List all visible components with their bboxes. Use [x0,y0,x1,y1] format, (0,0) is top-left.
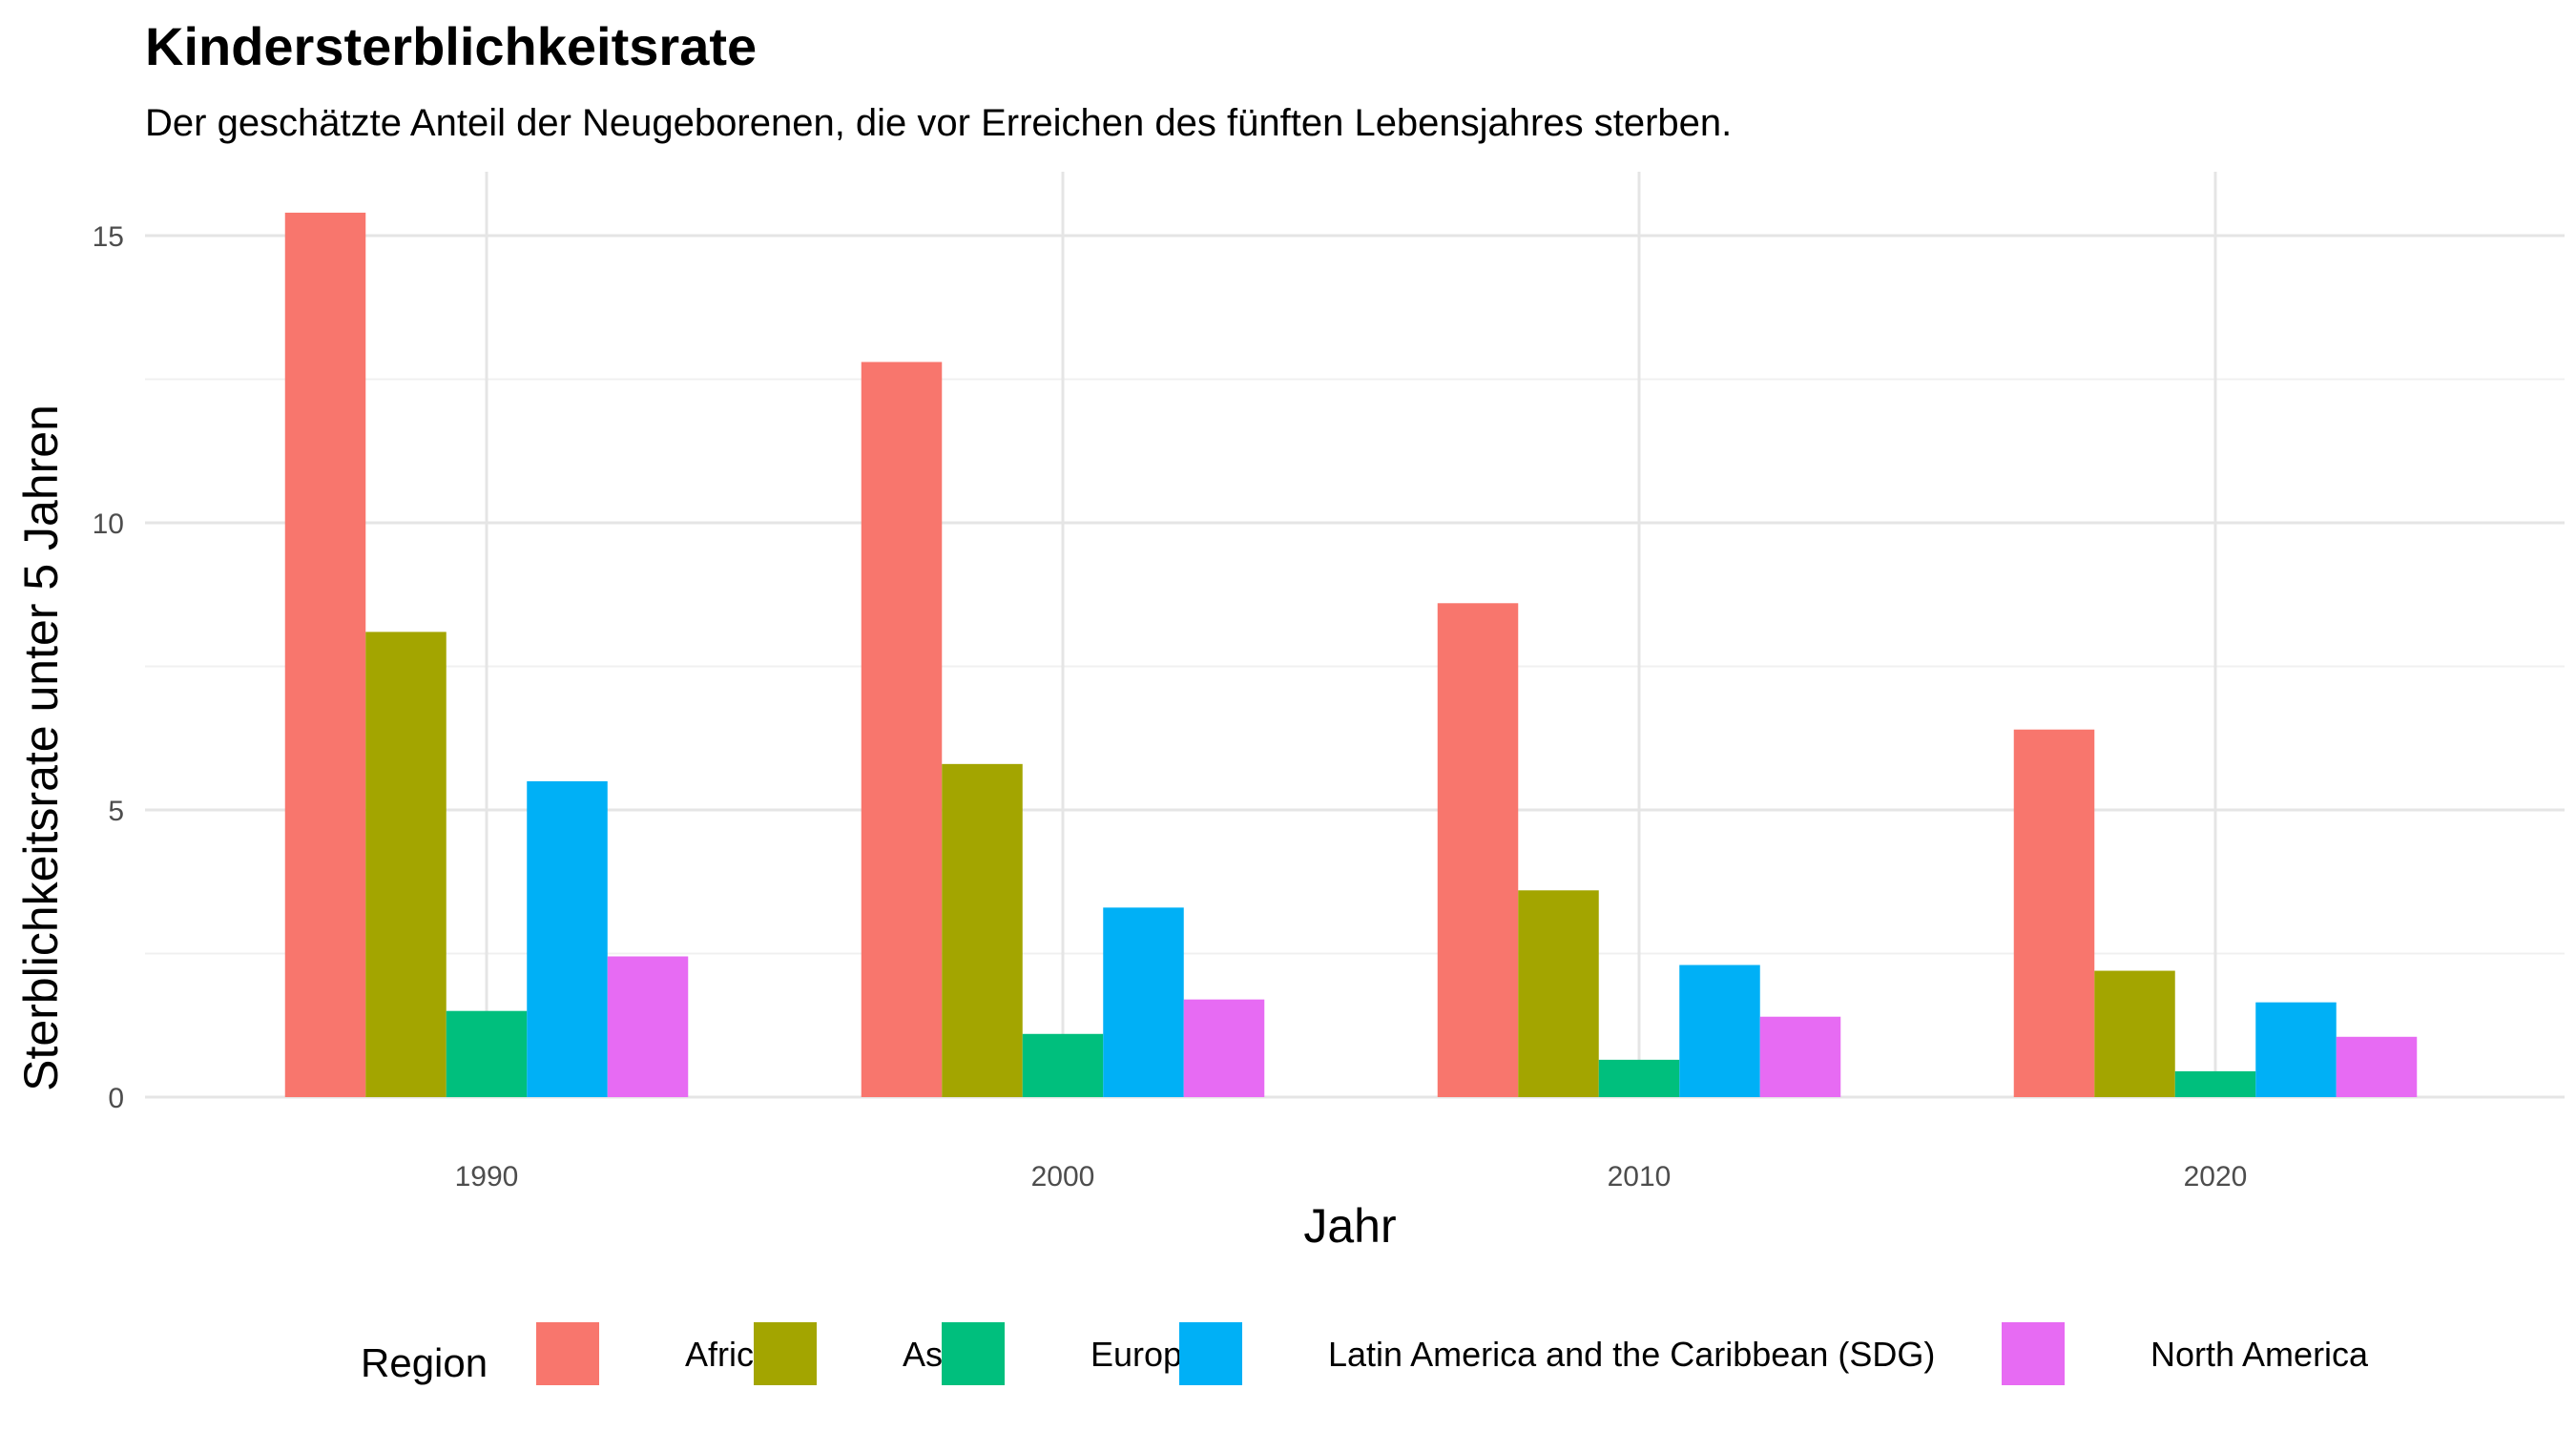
bar-asia-2020 [2094,970,2175,1097]
x-tick-label: 2010 [1608,1161,1672,1192]
y-axis-ticks: 0 5 10 15 [93,221,124,1114]
y-tick-label: 0 [108,1083,124,1114]
legend-key-latin-america-and-the-caribbean-sdg [1179,1322,1242,1385]
x-axis-title: Jahr [1303,1199,1396,1253]
bar-africa-1990 [284,212,366,1098]
bar-europe-2010 [1598,1059,1680,1097]
bar-north-america-1990 [607,956,689,1097]
legend-key-africa [536,1322,599,1385]
y-tick-label: 5 [108,796,124,827]
bar-latin-america-and-the-caribbean-sdg-2020 [2255,1002,2337,1097]
bar-africa-2010 [1437,603,1519,1097]
chart-title: Kindersterblichkeitsrate [145,16,757,76]
bar-asia-2000 [942,763,1023,1097]
bar-asia-1990 [365,632,447,1097]
bar-latin-america-and-the-caribbean-sdg-1990 [527,780,608,1097]
chart-subtitle: Der geschätzte Anteil der Neugeborenen, … [145,102,1732,144]
x-tick-label: 2000 [1031,1161,1095,1192]
x-tick-label: 2020 [2184,1161,2248,1192]
bar-north-america-2020 [2336,1036,2418,1097]
bar-north-america-2000 [1183,999,1265,1097]
legend-key-north-america [2002,1322,2065,1385]
bars [284,212,2418,1098]
legend-title: Region [361,1340,488,1385]
legend-label-north-america: North America [2150,1335,2369,1374]
y-axis-title: Sterblichkeitsrate unter 5 Jahren [14,404,68,1091]
legend-key-europe [942,1322,1005,1385]
bar-europe-2020 [2174,1070,2256,1097]
y-tick-label: 15 [93,221,124,253]
bar-africa-2020 [2013,729,2095,1097]
y-tick-label: 10 [93,508,124,540]
legend: Region Africa Asia Europe Latin America and… [361,1322,2369,1385]
bar-africa-2000 [861,362,943,1097]
x-axis-ticks: 1990 2000 2010 2020 [455,1161,2248,1192]
bar-asia-2010 [1518,890,1599,1097]
bar-latin-america-and-the-caribbean-sdg-2000 [1103,907,1184,1097]
legend-key-asia [754,1322,817,1385]
bar-europe-1990 [446,1010,528,1097]
legend-label-latin-america-and-the-caribbean-sdg: Latin America and the Caribbean (SDG) [1328,1335,1935,1374]
bar-north-america-2010 [1759,1016,1841,1097]
x-tick-label: 1990 [455,1161,519,1192]
grid [145,172,2565,1099]
bar-latin-america-and-the-caribbean-sdg-2010 [1679,964,1760,1097]
bar-europe-2000 [1022,1033,1104,1097]
